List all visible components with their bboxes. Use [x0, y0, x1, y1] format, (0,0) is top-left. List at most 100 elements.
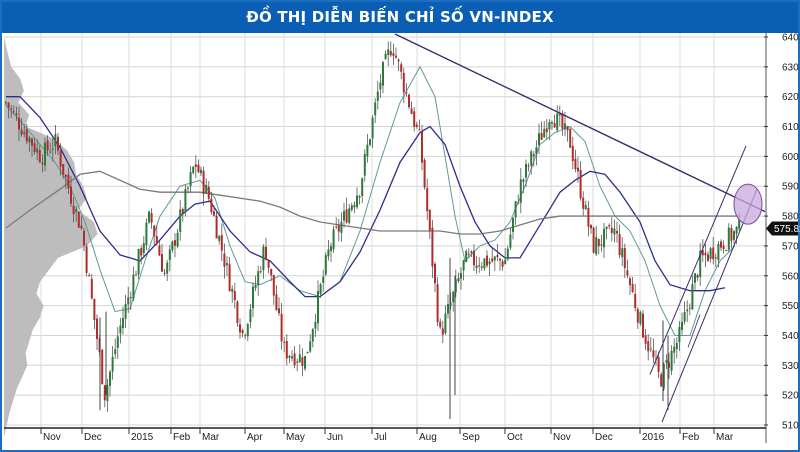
candle-body	[439, 321, 442, 328]
candle-body	[75, 209, 78, 212]
candle-body	[462, 260, 465, 271]
candle-body	[579, 169, 582, 199]
candle-body	[473, 250, 475, 266]
x-tick-label: Oct	[507, 432, 523, 443]
candle-body	[57, 136, 59, 151]
candle-body	[478, 265, 481, 267]
y-tick-label: 570	[782, 241, 799, 252]
candle-body	[44, 142, 46, 166]
candle-body	[64, 174, 67, 177]
candle-body	[480, 266, 483, 268]
candle-body	[90, 278, 93, 299]
candle-body	[712, 247, 715, 260]
candle-body	[171, 241, 174, 251]
candle-body	[605, 226, 608, 230]
candle-body	[714, 257, 717, 259]
candle-body	[540, 133, 543, 140]
candle-body	[114, 349, 117, 355]
candle-body	[301, 357, 304, 366]
candle-body	[530, 151, 533, 166]
candle-body	[187, 187, 189, 189]
candle-body	[228, 264, 231, 291]
candle-body	[662, 363, 665, 389]
candle-body	[683, 312, 686, 322]
x-tick-label: 2015	[131, 432, 154, 443]
candle-body	[384, 53, 387, 60]
candle-body	[291, 356, 293, 359]
x-tick-label: Jun	[327, 432, 343, 443]
candle-body	[46, 140, 49, 151]
candle-body	[202, 170, 205, 194]
candle-body	[311, 329, 314, 342]
candle-body	[62, 163, 65, 175]
candle-body	[491, 258, 494, 262]
candle-body	[101, 349, 104, 385]
candle-body	[574, 158, 577, 170]
candle-body	[135, 274, 137, 276]
candle-body	[129, 297, 132, 299]
candle-body	[288, 355, 291, 358]
candle-body	[80, 225, 83, 229]
candle-body	[20, 129, 23, 135]
candle-body	[613, 228, 616, 235]
y-tick-label: 630	[782, 62, 799, 73]
candle-body	[626, 270, 629, 276]
x-tick-label: Mar	[716, 432, 734, 443]
candle-body	[644, 335, 647, 344]
candle-body	[49, 151, 52, 153]
y-axis: 640 630 620 610 600 590 580 570 560 550 540 530 520 5…	[764, 33, 799, 443]
x-tick-label: 2016	[642, 432, 665, 443]
candle-body	[600, 244, 603, 246]
candle-body	[7, 102, 10, 108]
candle-body	[223, 253, 226, 267]
candle-body	[41, 162, 44, 165]
candle-body	[350, 205, 353, 210]
candle-body	[15, 113, 18, 116]
candle-body	[376, 91, 379, 101]
candle-body	[184, 189, 187, 213]
candle-body	[83, 230, 85, 246]
candle-body	[634, 293, 637, 309]
candle-body	[335, 226, 338, 228]
candle-body	[642, 313, 644, 338]
candle-body	[259, 271, 262, 273]
candle-body	[608, 225, 611, 227]
x-tick-label: Nov	[43, 432, 61, 443]
candle-body	[582, 197, 585, 209]
candle-body	[31, 138, 33, 146]
candle-body	[387, 49, 390, 56]
candle-body	[155, 236, 158, 245]
candle-body	[33, 143, 36, 153]
candle-body	[519, 179, 522, 203]
candle-body	[483, 258, 486, 269]
x-tick-label: Aug	[419, 432, 437, 443]
candle-body	[262, 246, 265, 271]
candle-body	[694, 273, 696, 283]
candle-body	[701, 250, 704, 256]
candle-body	[189, 172, 192, 187]
candle-body	[647, 341, 650, 352]
candle-body	[522, 179, 525, 182]
candle-body	[348, 208, 351, 223]
last-value-label: 575.82	[766, 221, 800, 236]
candle-body	[382, 62, 384, 86]
y-tick-label: 560	[782, 271, 799, 282]
candle-body	[402, 72, 405, 93]
candle-body	[337, 225, 340, 232]
channel-upper-line	[649, 145, 747, 375]
y-tick-label: 540	[782, 331, 799, 342]
candle-body	[332, 229, 335, 250]
candle-body	[629, 278, 631, 286]
candle-body	[226, 263, 228, 266]
x-axis: Nov Dec 2015 Feb Mar Apr May Jun Jul Aug Sep Oct Nov…	[4, 427, 766, 443]
candle-body	[660, 374, 663, 387]
candle-body	[330, 246, 332, 252]
candle-body	[358, 195, 361, 198]
candle-body	[590, 224, 592, 229]
candle-body	[124, 303, 127, 319]
candle-body	[278, 308, 280, 314]
candle-body	[176, 232, 179, 247]
candle-body	[696, 274, 699, 278]
channel-inner-line	[687, 314, 701, 348]
